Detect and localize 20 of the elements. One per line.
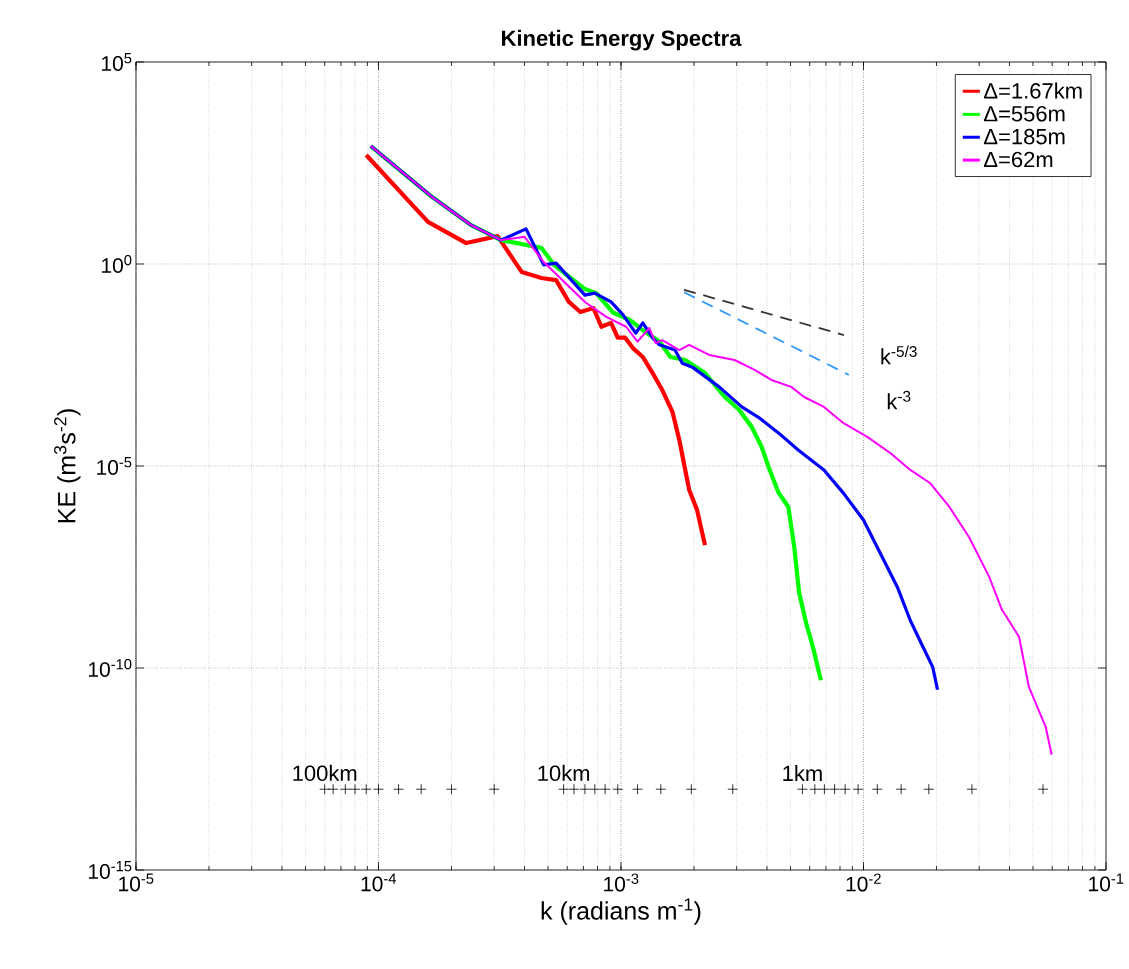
annotation: 1km bbox=[783, 765, 822, 782]
y-tick-label: 10$^{-5}$ bbox=[97, 457, 132, 475]
annotation: 10km bbox=[538, 764, 590, 782]
legend-label: Δ=62m bbox=[984, 151, 1053, 168]
annotation: k$^{-3}$ bbox=[887, 390, 911, 410]
annotation: k$^{-5/3}$ bbox=[881, 345, 917, 365]
y-tick-label: 10$^{-10}$ bbox=[88, 659, 132, 677]
x-tick-label: 10$^{-3}$ bbox=[604, 873, 639, 892]
x-tick-label: 10$^{-1}$ bbox=[1089, 873, 1124, 892]
legend-label: Δ=185m bbox=[984, 128, 1065, 145]
y-axis-title: KE (m$^{3}$s$^{-2}$) bbox=[54, 409, 81, 523]
annotation: 100km bbox=[293, 764, 357, 782]
x-tick-label: 10$^{-2}$ bbox=[846, 873, 881, 892]
legend-label: Δ=556m bbox=[984, 105, 1065, 122]
legend-label: Δ=1.67km bbox=[984, 82, 1082, 99]
y-tick-label: 10$^{0}$ bbox=[102, 255, 132, 273]
chart-title: Kinetic Energy Spectra bbox=[502, 29, 742, 51]
x-tick-label: 10$^{-4}$ bbox=[361, 873, 397, 892]
x-axis-title: k (radians m$^{-1}$) bbox=[541, 898, 701, 925]
y-tick-label: 10$^{5}$ bbox=[102, 53, 132, 71]
